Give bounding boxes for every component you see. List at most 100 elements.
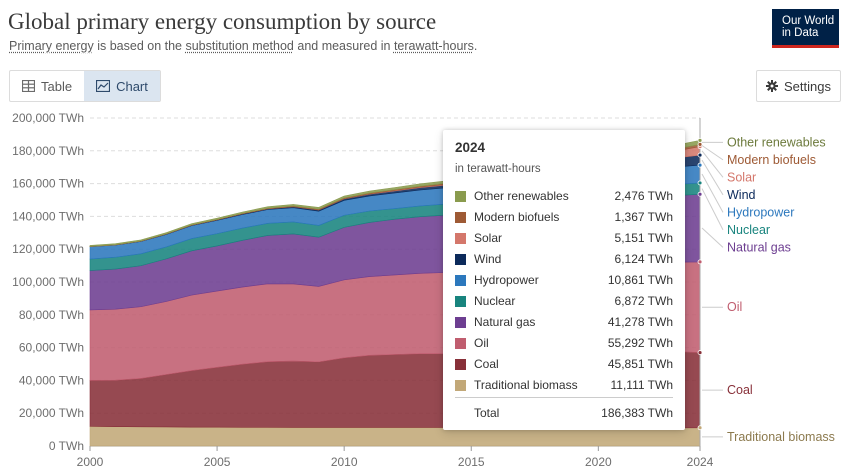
tooltip-row-name: Hydropower — [474, 273, 539, 287]
label-leader-line — [701, 188, 724, 231]
y-tick-label: 200,000 TWh — [12, 111, 84, 125]
tooltip-row-name: Solar — [474, 231, 503, 245]
tooltip-unit: in terawatt-hours — [455, 163, 541, 175]
subtitle-text-1: is based on the — [93, 39, 186, 53]
tooltip-row-value: 6,872 TWh — [614, 294, 673, 308]
y-axis-tick-labels: 0 TWh 20,000 TWh 40,000 TWh 60,000 TWh 80,00… — [12, 111, 84, 453]
tooltip-row-name: Natural gas — [474, 315, 536, 329]
tooltip-row-name: Oil — [474, 336, 489, 350]
view-tabs: Table Chart — [9, 70, 161, 102]
y-tick-label: 40,000 TWh — [19, 373, 84, 387]
tooltip-row-value: 55,292 TWh — [607, 336, 673, 350]
tooltip-total-value: 186,383 TWh — [601, 406, 673, 420]
chart-icon — [96, 80, 111, 92]
tooltip-swatch — [455, 317, 466, 328]
chart-title: Global primary energy consumption by sou… — [8, 9, 437, 34]
tooltip-swatch — [455, 338, 466, 349]
chart-subtitle: Primary energy is based on the substitut… — [9, 39, 477, 53]
tooltip-swatch — [455, 359, 466, 370]
tooltip-swatch — [455, 275, 466, 286]
series-end-labels: Other renewables Modern biofuels Solar Wind… — [701, 135, 835, 444]
tooltip-row-value: 6,124 TWh — [614, 252, 673, 266]
tooltip-row-value: 45,851 TWh — [607, 357, 673, 371]
logo-line-1: Our World — [782, 15, 835, 27]
y-tick-label: 180,000 TWh — [12, 144, 84, 158]
tooltip-swatch — [455, 191, 466, 202]
our-world-in-data-logo[interactable]: Our World in Data — [772, 9, 839, 48]
tooltip-row-name: Nuclear — [474, 294, 516, 308]
tooltip-total-label: Total — [474, 406, 500, 420]
subtitle-text-3: . — [473, 39, 478, 53]
y-tick-label: 140,000 TWh — [12, 209, 84, 223]
tooltip-row: Solar 5,151 TWh — [455, 229, 673, 250]
series-label[interactable]: Oil — [727, 300, 742, 314]
series-label[interactable]: Modern biofuels — [727, 153, 816, 167]
gear-icon — [766, 80, 778, 92]
data-tooltip: 2024 in terawatt-hours Other renewables 2… — [443, 130, 685, 430]
end-point — [697, 137, 703, 143]
subtitle-text-2: and measured in — [293, 39, 394, 53]
y-tick-label: 100,000 TWh — [12, 275, 84, 289]
tooltip-row-value: 5,151 TWh — [614, 231, 673, 245]
tooltip-row: Nuclear 6,872 TWh — [455, 292, 673, 313]
label-leader-line — [701, 145, 724, 161]
tooltip-swatch — [455, 233, 466, 244]
y-tick-label: 80,000 TWh — [19, 308, 84, 322]
settings-button[interactable]: Settings — [756, 70, 841, 102]
y-tick-label: 120,000 TWh — [12, 242, 84, 256]
tooltip-row: Traditional biomass 11,111 TWh — [455, 376, 673, 397]
subtitle-link-primary-energy[interactable]: Primary energy — [9, 39, 94, 53]
label-leader-line — [701, 227, 724, 248]
x-tick-label: 2010 — [331, 455, 358, 469]
series-label[interactable]: Wind — [727, 188, 756, 202]
end-point — [697, 152, 703, 158]
tooltip-rows: Other renewables 2,476 TWh Modern biofuels… — [455, 187, 673, 397]
tooltip-row-name: Other renewables — [474, 189, 569, 203]
tab-table[interactable]: Table — [10, 71, 84, 101]
tooltip-swatch — [455, 380, 466, 391]
tooltip-row-name: Coal — [474, 357, 499, 371]
x-tick-label: 2024 — [687, 455, 714, 469]
settings-label: Settings — [784, 78, 831, 94]
tab-chart-label: Chart — [116, 78, 148, 94]
series-label[interactable]: Natural gas — [727, 240, 791, 254]
tooltip-row-value: 10,861 TWh — [607, 273, 673, 287]
series-label[interactable]: Coal — [727, 383, 753, 397]
x-tick-label: 2005 — [204, 455, 231, 469]
series-label[interactable]: Traditional biomass — [727, 430, 835, 444]
series-label[interactable]: Solar — [727, 170, 756, 184]
tooltip-row: Hydropower 10,861 TWh — [455, 271, 673, 292]
tab-chart[interactable]: Chart — [84, 71, 160, 101]
end-point — [697, 259, 703, 265]
tooltip-row: Modern biofuels 1,367 TWh — [455, 208, 673, 229]
subtitle-link-substitution-method[interactable]: substitution method — [185, 39, 294, 53]
label-leader-line — [701, 159, 724, 196]
x-tick-label: 2020 — [585, 455, 612, 469]
label-leader-line — [701, 150, 724, 178]
x-tick-label: 2000 — [77, 455, 104, 469]
subtitle-link-terawatt-hours[interactable]: terawatt-hours — [393, 39, 474, 53]
tooltip-row: Oil 55,292 TWh — [455, 334, 673, 355]
y-tick-label: 20,000 TWh — [19, 406, 84, 420]
tooltip-swatch — [455, 254, 466, 265]
end-point — [697, 162, 703, 168]
series-label[interactable]: Other renewables — [727, 135, 826, 149]
series-label[interactable]: Nuclear — [727, 223, 770, 237]
tooltip-row-value: 41,278 TWh — [607, 315, 673, 329]
tooltip-total-row: Total 186,383 TWh — [455, 397, 673, 420]
tooltip-year: 2024 — [455, 140, 486, 155]
tab-table-label: Table — [41, 78, 73, 94]
series-label[interactable]: Hydropower — [727, 205, 794, 219]
end-point — [697, 191, 703, 197]
end-point — [697, 425, 703, 431]
tooltip-row: Wind 6,124 TWh — [455, 250, 673, 271]
tooltip-row-value: 11,111 TWh — [610, 378, 673, 392]
table-icon — [22, 80, 35, 92]
x-axis-tick-labels: 2000 2005 2010 2015 2020 2024 — [77, 446, 714, 469]
tooltip-row-name: Traditional biomass — [474, 378, 578, 392]
end-point — [697, 141, 703, 147]
tooltip-row: Coal 45,851 TWh — [455, 355, 673, 376]
tooltip-row-value: 2,476 TWh — [614, 189, 673, 203]
tooltip-swatch — [455, 296, 466, 307]
